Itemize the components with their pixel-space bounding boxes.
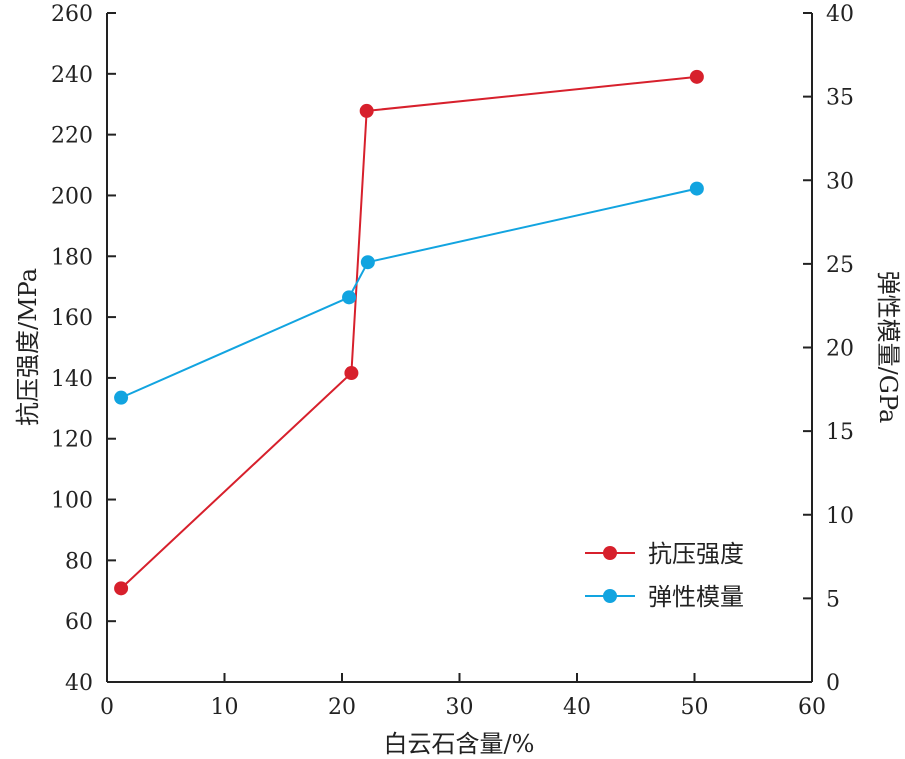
- x-tick-label: 40: [563, 695, 591, 720]
- data-point-compressive-strength: [114, 581, 129, 596]
- y-left-tick-label: 160: [51, 306, 93, 331]
- y-left-tick-label: 60: [65, 610, 93, 635]
- data-point-compressive-strength: [689, 69, 704, 84]
- y-right-tick-label: 5: [826, 587, 840, 612]
- y-right-tick-label: 25: [826, 253, 854, 278]
- y-left-tick-label: 260: [51, 2, 93, 27]
- x-tick-label: 60: [798, 695, 826, 720]
- legend-label-elastic-modulus: 弹性模量: [648, 583, 744, 611]
- legend-item-compressive-strength: 抗压强度: [585, 540, 744, 568]
- y-left-tick-label: 240: [51, 63, 93, 88]
- legend: 抗压强度 弹性模量: [585, 540, 744, 611]
- y-left-tick-label: 200: [51, 184, 93, 209]
- y-left-tick-label: 100: [51, 489, 93, 514]
- y-left-tick-label: 140: [51, 367, 93, 392]
- y-left-tick-label: 40: [65, 671, 93, 696]
- x-tick-label: 0: [100, 695, 114, 720]
- y-right-tick-label: 0: [826, 671, 840, 696]
- y-axis-left-title: 抗压强度/MPa: [14, 268, 42, 426]
- legend-marker-elastic-modulus: [603, 589, 617, 603]
- y-right-tick-label: 10: [826, 504, 854, 529]
- y-left-tick-label: 80: [65, 549, 93, 574]
- y-left-tick-label: 180: [51, 245, 93, 270]
- data-point-elastic-modulus: [114, 390, 129, 405]
- data-point-elastic-modulus: [360, 255, 375, 270]
- series-line-elastic-modulus: [120, 187, 698, 399]
- x-axis-title: 白云石含量/%: [384, 730, 535, 758]
- axes: [106, 13, 813, 683]
- y-right-tick-label: 40: [826, 2, 854, 27]
- data-point-compressive-strength: [344, 366, 359, 381]
- series-line-compressive-strength: [120, 75, 697, 590]
- legend-item-elastic-modulus: 弹性模量: [585, 583, 744, 611]
- data-point-compressive-strength: [359, 103, 374, 118]
- x-tick-label: 30: [446, 695, 474, 720]
- y-left-tick-label: 120: [51, 428, 93, 453]
- y-left-tick-label: 220: [51, 124, 93, 149]
- y-right-tick-label: 15: [826, 420, 854, 445]
- legend-marker-compressive-strength: [603, 546, 617, 560]
- series: [114, 69, 704, 596]
- ticks: 0 10 20 30 40 50 60406080100120140160180200220…: [51, 2, 854, 720]
- legend-label-compressive-strength: 抗压强度: [648, 540, 744, 568]
- y-right-tick-label: 30: [826, 169, 854, 194]
- y-right-tick-label: 35: [826, 86, 854, 111]
- x-tick-label: 50: [681, 695, 709, 720]
- x-tick-label: 20: [328, 695, 356, 720]
- x-tick-label: 10: [211, 695, 239, 720]
- y-right-tick-label: 20: [826, 337, 854, 362]
- y-axis-right-title: 弹性模量/GPa: [874, 271, 902, 424]
- data-point-elastic-modulus: [689, 181, 704, 196]
- data-point-elastic-modulus: [342, 290, 357, 305]
